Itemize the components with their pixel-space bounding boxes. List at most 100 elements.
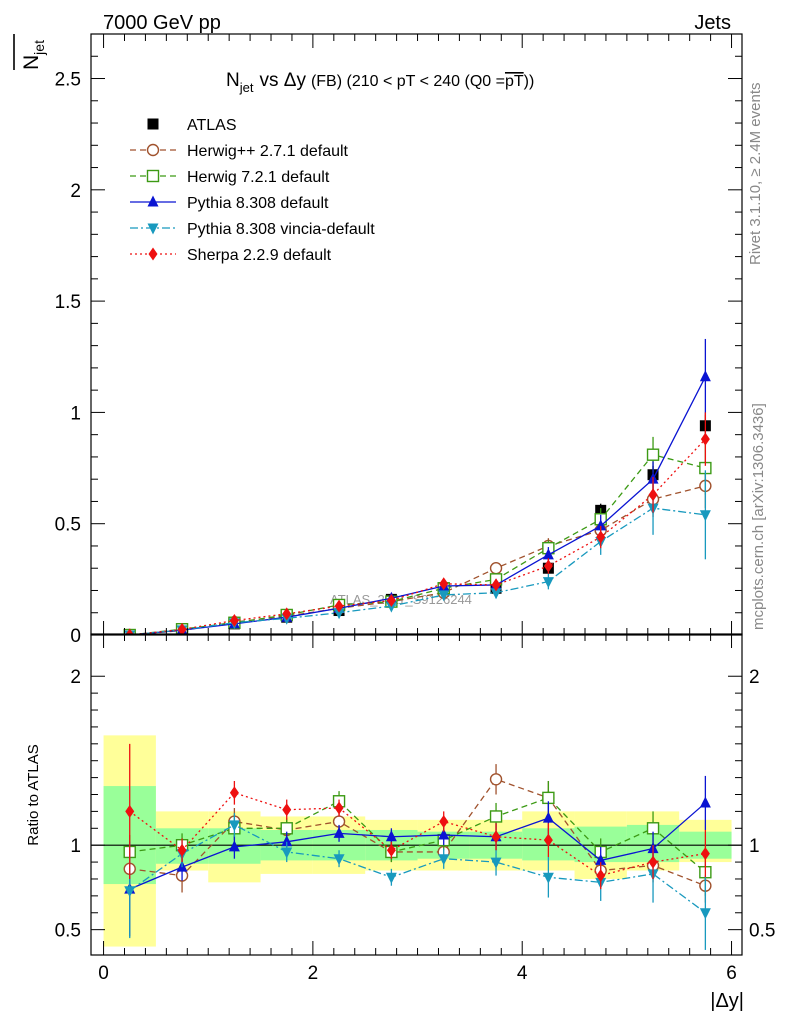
ratio-point-herwig7 <box>489 810 503 823</box>
ratio-y-tick-label-right: 1 <box>749 836 760 857</box>
ratio-point-herwigpp <box>489 773 503 786</box>
ratio-point-sherpa <box>386 843 396 857</box>
top-y-tick-label: 0 <box>70 626 81 647</box>
top-y-tick-label: 2 <box>70 181 81 202</box>
top-line-vincia <box>129 507 706 635</box>
top-series-vincia <box>124 470 711 635</box>
legend-entry-sherpa: Sherpa 2.2.9 default <box>130 247 332 264</box>
ratio-point-pythia <box>281 835 293 847</box>
ratio-point-sherpa <box>177 843 187 857</box>
ratio-series-sherpa <box>125 743 710 890</box>
svg-text:Njet: Njet <box>20 40 47 70</box>
ratio-y-tick-label: 0.5 <box>55 921 81 942</box>
ratio-point-pythia <box>438 828 450 840</box>
ratio-point-sherpa <box>596 869 606 883</box>
legend-entry-pythia: Pythia 8.308 default <box>130 195 329 212</box>
ratio-line-pythia <box>129 802 706 890</box>
top-point-pythia <box>699 370 711 382</box>
ratio-point-vincia <box>281 847 293 859</box>
y-label-sub: jet <box>31 40 47 56</box>
x-axis-label: |Δy| <box>710 990 744 1012</box>
ratio-point-sherpa <box>125 804 135 818</box>
ratio-point-vincia <box>333 854 345 866</box>
top-point-pythia <box>542 548 554 560</box>
top-point-sherpa <box>700 432 710 446</box>
legend-entry-herwigpp: Herwig++ 2.7.1 default <box>130 143 349 160</box>
legend-marker-pythia <box>147 195 159 207</box>
rivet-label: Rivet 3.1.10, ≥ 2.4M events <box>747 83 764 266</box>
top-point-herwig7 <box>646 448 660 461</box>
header-energy: 7000 GeV pp <box>103 12 221 34</box>
legend-label-herwig7: Herwig 7.2.1 default <box>187 169 330 186</box>
ratio-point-vincia <box>124 886 136 898</box>
ratio-point-sherpa <box>543 833 553 847</box>
ratio-point-pythia <box>542 811 554 823</box>
x-tick-label: 2 <box>308 963 319 984</box>
ratio-line-vincia <box>129 824 706 914</box>
ratio-point-vincia <box>699 908 711 920</box>
top-series-herwigpp <box>123 463 712 635</box>
x-tick-label: 6 <box>726 963 737 984</box>
top-point-sherpa <box>334 599 344 613</box>
top-line-herwigpp <box>129 485 706 635</box>
ratio-point-vincia <box>228 820 240 832</box>
ratio-bands <box>91 735 742 947</box>
ratio-line-herwigpp <box>129 778 706 887</box>
top-point-vincia <box>333 608 345 620</box>
legend-label-herwigpp: Herwig++ 2.7.1 default <box>187 143 349 160</box>
legend-label-atlas: ATLAS <box>187 117 237 134</box>
legend: ATLAS Herwig++ 2.7.1 default Herwig 7.2.1 … <box>130 117 375 264</box>
legend-entry-vincia: Pythia 8.308 vincia-default <box>130 221 375 238</box>
top-point-sherpa <box>543 559 553 573</box>
top-line-sherpa <box>129 438 706 635</box>
top-line-herwig7 <box>129 453 706 635</box>
top-series-layer <box>123 338 712 635</box>
ratio-point-pythia <box>385 830 397 842</box>
ratio-point-sherpa <box>648 855 658 869</box>
legend-label-pythia: Pythia 8.308 default <box>187 195 329 212</box>
top-point-sherpa <box>439 577 449 591</box>
legend-entry-herwig7: Herwig 7.2.1 default <box>130 169 330 186</box>
top-point-pythia <box>595 519 607 531</box>
top-y-tick-label: 0.5 <box>55 515 81 536</box>
top-point-vincia <box>385 601 397 613</box>
mcplots-label: mcplots.cern.ch [arXiv:1306.3436] <box>750 403 767 630</box>
top-series-herwig7 <box>123 436 712 635</box>
top-point-vincia <box>438 590 450 602</box>
ratio-point-pythia <box>333 826 345 838</box>
ratio-line-herwig7 <box>129 797 706 873</box>
legend-marker-atlas <box>147 118 159 130</box>
top-point-sherpa <box>229 614 239 628</box>
x-tick-label: 4 <box>517 963 528 984</box>
ratio-y-tick-label: 1 <box>70 836 81 857</box>
ratio-point-vincia <box>490 857 502 869</box>
ratio-point-pythia <box>228 840 240 852</box>
top-point-herwigpp <box>489 562 503 575</box>
ratio-y-tick-label: 2 <box>70 667 81 688</box>
top-y-tick-label: 1.5 <box>55 292 81 313</box>
top-chart-title: Njet vs Δy (FB) (210 < pT < 240 (Q0 =pT)) <box>226 70 534 95</box>
top-point-vincia <box>542 577 554 589</box>
top-y-axis-label: Njet <box>20 40 47 70</box>
legend-label-sherpa: Sherpa 2.2.9 default <box>187 247 332 264</box>
ratio-y-tick-label-right: 0.5 <box>749 921 775 942</box>
ratio-point-sherpa <box>334 801 344 815</box>
legend-marker-sherpa <box>148 247 158 261</box>
ratio-y-axis-label: Ratio to ATLAS <box>25 744 42 845</box>
x-tick-label: 0 <box>98 963 109 984</box>
ratio-point-sherpa <box>282 803 292 817</box>
top-point-sherpa <box>125 628 135 635</box>
ratio-point-sherpa <box>700 847 710 861</box>
y-label-main: N <box>20 55 43 70</box>
top-point-sherpa <box>596 530 606 544</box>
ratio-point-sherpa <box>439 815 449 829</box>
top-panel-frame <box>90 33 743 636</box>
ratio-panel-frame <box>90 633 743 956</box>
ratio-point-pythia <box>595 853 607 865</box>
top-point-sherpa <box>386 593 396 607</box>
legend-label-vincia: Pythia 8.308 vincia-default <box>187 221 375 238</box>
top-point-sherpa <box>648 488 658 502</box>
ratio-point-vincia <box>385 872 397 884</box>
axes-layer: 0 0.5 1 1.5 2 2.5 0 2 4 6 0.5 0.5 1 1 2 2 <box>55 34 775 984</box>
